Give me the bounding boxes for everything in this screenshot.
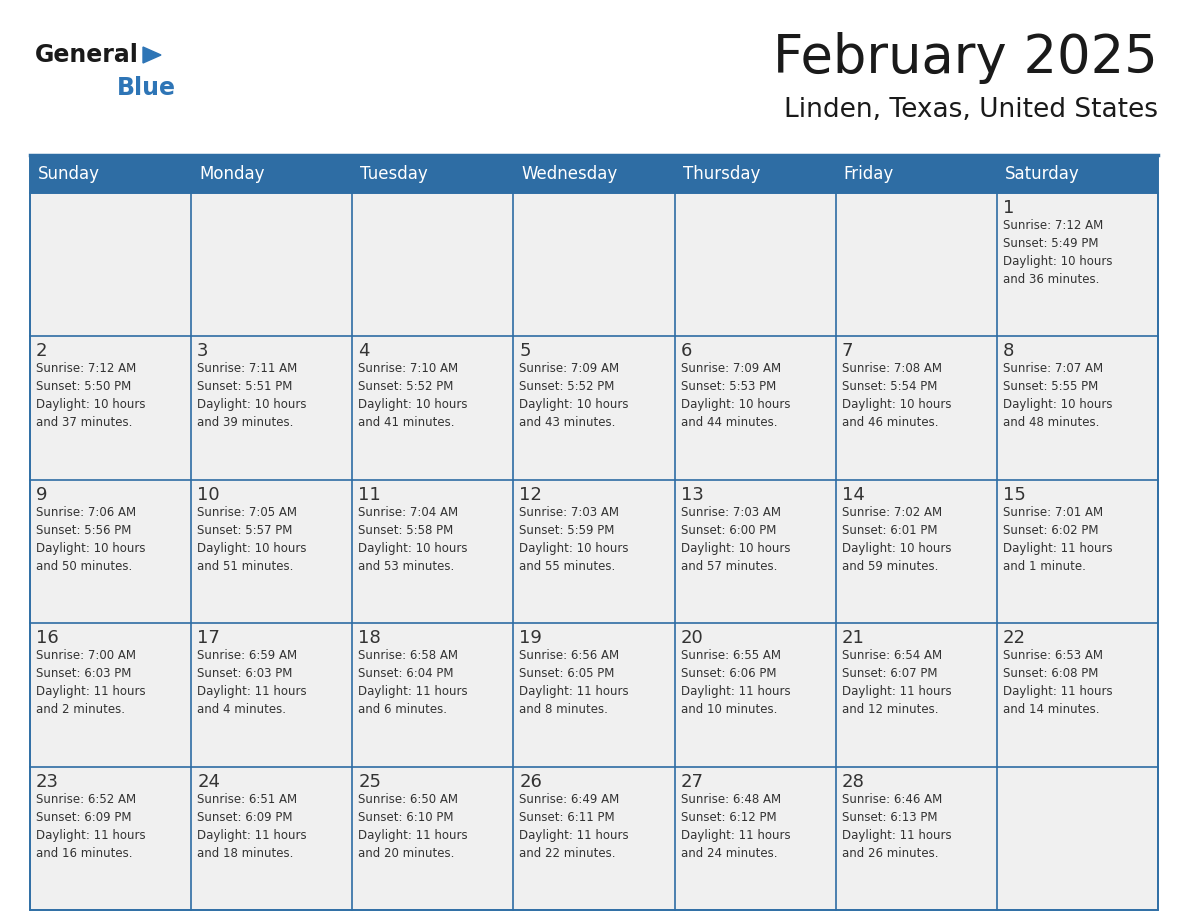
Text: Sunrise: 6:50 AM
Sunset: 6:10 PM
Daylight: 11 hours
and 20 minutes.: Sunrise: 6:50 AM Sunset: 6:10 PM Dayligh… <box>359 792 468 859</box>
Text: Saturday: Saturday <box>1005 165 1080 183</box>
Text: 22: 22 <box>1003 629 1026 647</box>
Text: Sunrise: 6:49 AM
Sunset: 6:11 PM
Daylight: 11 hours
and 22 minutes.: Sunrise: 6:49 AM Sunset: 6:11 PM Dayligh… <box>519 792 630 859</box>
Text: Sunrise: 7:01 AM
Sunset: 6:02 PM
Daylight: 11 hours
and 1 minute.: Sunrise: 7:01 AM Sunset: 6:02 PM Dayligh… <box>1003 506 1112 573</box>
Text: 25: 25 <box>359 773 381 790</box>
Text: 16: 16 <box>36 629 58 647</box>
Text: Sunrise: 7:00 AM
Sunset: 6:03 PM
Daylight: 11 hours
and 2 minutes.: Sunrise: 7:00 AM Sunset: 6:03 PM Dayligh… <box>36 649 146 716</box>
Text: Sunrise: 6:48 AM
Sunset: 6:12 PM
Daylight: 11 hours
and 24 minutes.: Sunrise: 6:48 AM Sunset: 6:12 PM Dayligh… <box>681 792 790 859</box>
Text: 14: 14 <box>842 486 865 504</box>
Text: 5: 5 <box>519 342 531 361</box>
Text: Sunrise: 7:05 AM
Sunset: 5:57 PM
Daylight: 10 hours
and 51 minutes.: Sunrise: 7:05 AM Sunset: 5:57 PM Dayligh… <box>197 506 307 573</box>
Bar <box>30 155 1158 193</box>
Text: Sunrise: 7:04 AM
Sunset: 5:58 PM
Daylight: 10 hours
and 53 minutes.: Sunrise: 7:04 AM Sunset: 5:58 PM Dayligh… <box>359 506 468 573</box>
Text: 18: 18 <box>359 629 381 647</box>
Text: 28: 28 <box>842 773 865 790</box>
Text: Sunrise: 7:02 AM
Sunset: 6:01 PM
Daylight: 10 hours
and 59 minutes.: Sunrise: 7:02 AM Sunset: 6:01 PM Dayligh… <box>842 506 952 573</box>
Text: 11: 11 <box>359 486 381 504</box>
Text: Sunrise: 6:59 AM
Sunset: 6:03 PM
Daylight: 11 hours
and 4 minutes.: Sunrise: 6:59 AM Sunset: 6:03 PM Dayligh… <box>197 649 307 716</box>
Text: Monday: Monday <box>200 165 265 183</box>
Text: Sunrise: 7:03 AM
Sunset: 6:00 PM
Daylight: 10 hours
and 57 minutes.: Sunrise: 7:03 AM Sunset: 6:00 PM Dayligh… <box>681 506 790 573</box>
Text: 21: 21 <box>842 629 865 647</box>
Text: 9: 9 <box>36 486 48 504</box>
Bar <box>30 480 1158 623</box>
Text: 24: 24 <box>197 773 220 790</box>
Text: Sunrise: 6:55 AM
Sunset: 6:06 PM
Daylight: 11 hours
and 10 minutes.: Sunrise: 6:55 AM Sunset: 6:06 PM Dayligh… <box>681 649 790 716</box>
Text: 27: 27 <box>681 773 703 790</box>
Text: Sunrise: 7:12 AM
Sunset: 5:49 PM
Daylight: 10 hours
and 36 minutes.: Sunrise: 7:12 AM Sunset: 5:49 PM Dayligh… <box>1003 219 1112 286</box>
Text: Sunrise: 6:56 AM
Sunset: 6:05 PM
Daylight: 11 hours
and 8 minutes.: Sunrise: 6:56 AM Sunset: 6:05 PM Dayligh… <box>519 649 630 716</box>
Text: Sunrise: 7:03 AM
Sunset: 5:59 PM
Daylight: 10 hours
and 55 minutes.: Sunrise: 7:03 AM Sunset: 5:59 PM Dayligh… <box>519 506 628 573</box>
Text: 20: 20 <box>681 629 703 647</box>
Text: Friday: Friday <box>843 165 893 183</box>
Text: Sunrise: 7:08 AM
Sunset: 5:54 PM
Daylight: 10 hours
and 46 minutes.: Sunrise: 7:08 AM Sunset: 5:54 PM Dayligh… <box>842 363 952 430</box>
Bar <box>30 336 1158 480</box>
Text: Sunrise: 6:54 AM
Sunset: 6:07 PM
Daylight: 11 hours
and 12 minutes.: Sunrise: 6:54 AM Sunset: 6:07 PM Dayligh… <box>842 649 952 716</box>
Text: Sunrise: 6:51 AM
Sunset: 6:09 PM
Daylight: 11 hours
and 18 minutes.: Sunrise: 6:51 AM Sunset: 6:09 PM Dayligh… <box>197 792 307 859</box>
Text: Tuesday: Tuesday <box>360 165 428 183</box>
Text: Linden, Texas, United States: Linden, Texas, United States <box>784 97 1158 123</box>
Text: 6: 6 <box>681 342 691 361</box>
Text: February 2025: February 2025 <box>773 32 1158 84</box>
Text: Sunrise: 7:10 AM
Sunset: 5:52 PM
Daylight: 10 hours
and 41 minutes.: Sunrise: 7:10 AM Sunset: 5:52 PM Dayligh… <box>359 363 468 430</box>
Text: 7: 7 <box>842 342 853 361</box>
Text: 15: 15 <box>1003 486 1025 504</box>
Text: 8: 8 <box>1003 342 1015 361</box>
Text: Sunrise: 7:07 AM
Sunset: 5:55 PM
Daylight: 10 hours
and 48 minutes.: Sunrise: 7:07 AM Sunset: 5:55 PM Dayligh… <box>1003 363 1112 430</box>
Polygon shape <box>143 47 162 63</box>
Text: 10: 10 <box>197 486 220 504</box>
Text: 1: 1 <box>1003 199 1015 217</box>
Text: Sunrise: 7:12 AM
Sunset: 5:50 PM
Daylight: 10 hours
and 37 minutes.: Sunrise: 7:12 AM Sunset: 5:50 PM Dayligh… <box>36 363 145 430</box>
Text: 17: 17 <box>197 629 220 647</box>
Text: Sunrise: 6:58 AM
Sunset: 6:04 PM
Daylight: 11 hours
and 6 minutes.: Sunrise: 6:58 AM Sunset: 6:04 PM Dayligh… <box>359 649 468 716</box>
Text: Wednesday: Wednesday <box>522 165 618 183</box>
Text: Sunrise: 7:09 AM
Sunset: 5:53 PM
Daylight: 10 hours
and 44 minutes.: Sunrise: 7:09 AM Sunset: 5:53 PM Dayligh… <box>681 363 790 430</box>
Text: Sunrise: 7:06 AM
Sunset: 5:56 PM
Daylight: 10 hours
and 50 minutes.: Sunrise: 7:06 AM Sunset: 5:56 PM Dayligh… <box>36 506 145 573</box>
Text: Sunrise: 6:52 AM
Sunset: 6:09 PM
Daylight: 11 hours
and 16 minutes.: Sunrise: 6:52 AM Sunset: 6:09 PM Dayligh… <box>36 792 146 859</box>
Bar <box>30 623 1158 767</box>
Text: 4: 4 <box>359 342 369 361</box>
Text: 19: 19 <box>519 629 542 647</box>
Text: Sunrise: 6:46 AM
Sunset: 6:13 PM
Daylight: 11 hours
and 26 minutes.: Sunrise: 6:46 AM Sunset: 6:13 PM Dayligh… <box>842 792 952 859</box>
Text: Sunrise: 7:11 AM
Sunset: 5:51 PM
Daylight: 10 hours
and 39 minutes.: Sunrise: 7:11 AM Sunset: 5:51 PM Dayligh… <box>197 363 307 430</box>
Text: 26: 26 <box>519 773 542 790</box>
Text: General: General <box>34 43 139 67</box>
Text: Thursday: Thursday <box>683 165 760 183</box>
Text: 2: 2 <box>36 342 48 361</box>
Text: Sunrise: 6:53 AM
Sunset: 6:08 PM
Daylight: 11 hours
and 14 minutes.: Sunrise: 6:53 AM Sunset: 6:08 PM Dayligh… <box>1003 649 1112 716</box>
Text: Blue: Blue <box>116 76 176 100</box>
Text: 12: 12 <box>519 486 542 504</box>
Text: Sunday: Sunday <box>38 165 100 183</box>
Bar <box>30 193 1158 336</box>
Text: Sunrise: 7:09 AM
Sunset: 5:52 PM
Daylight: 10 hours
and 43 minutes.: Sunrise: 7:09 AM Sunset: 5:52 PM Dayligh… <box>519 363 628 430</box>
Bar <box>30 767 1158 910</box>
Text: 13: 13 <box>681 486 703 504</box>
Text: 23: 23 <box>36 773 59 790</box>
Text: 3: 3 <box>197 342 209 361</box>
